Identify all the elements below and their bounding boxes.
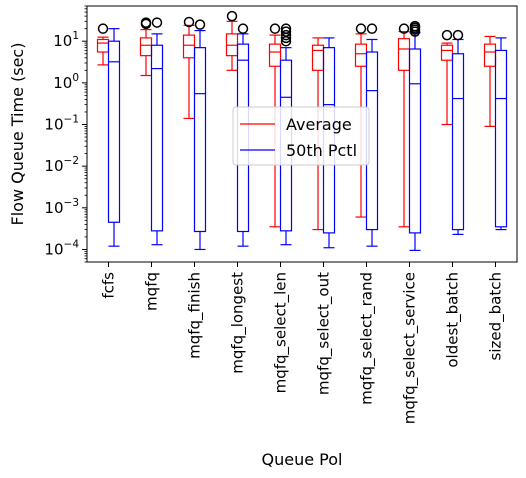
box-iqr [354, 43, 368, 67]
flier-point [355, 23, 367, 34]
box-iqr [494, 49, 508, 228]
box-average-oldest_batch [440, 29, 454, 126]
y-tick-label: 10−1 [44, 114, 79, 134]
flier-point [409, 20, 421, 32]
box-average-fcfs [96, 23, 110, 66]
box-50th-pctl-sized_batch [494, 37, 508, 231]
flier-point [366, 23, 378, 34]
x-tick-label: mqfq_select_len [272, 272, 291, 393]
x-tick-label: sized_batch [487, 272, 506, 360]
box-iqr [397, 38, 411, 71]
y-tick-label: 10−4 [44, 238, 79, 258]
legend-label-50th-pctl: 50th Pctl [286, 141, 357, 160]
box-iqr [408, 48, 422, 234]
box-iqr [193, 47, 207, 233]
flier-point [140, 17, 152, 28]
box-iqr [182, 34, 196, 59]
box-50th-pctl-fcfs [107, 28, 121, 247]
flier-point [183, 16, 195, 28]
y-tick-label: 101 [53, 30, 79, 50]
y-tick-label: 100 [53, 72, 79, 92]
x-tick-label: mqfq [143, 272, 161, 311]
box-iqr [268, 43, 282, 67]
x-tick-label: fcfs [100, 272, 118, 299]
x-tick-label: mqfq_select_service [401, 272, 420, 424]
plot-body [96, 10, 508, 251]
x-tick-label: mqfq_longest [229, 272, 248, 374]
box-iqr [451, 53, 465, 231]
x-axis-label: Queue Pol [262, 450, 343, 469]
flier-point [398, 23, 410, 34]
box-iqr [150, 44, 164, 232]
box-iqr [107, 40, 121, 223]
box-iqr [96, 38, 110, 53]
flier-point [441, 29, 453, 41]
y-tick-label: 10−3 [44, 197, 79, 217]
box-iqr [139, 37, 153, 57]
box-50th-pctl-mqfq_select_service [408, 20, 422, 251]
flier-point [97, 23, 109, 34]
flier-point [151, 17, 163, 28]
box-50th-pctl-oldest_batch [451, 29, 465, 235]
flier-point [280, 26, 292, 37]
y-tick-label: 10−2 [44, 155, 79, 175]
x-tick-label: mqfq_select_out [315, 272, 334, 395]
flier-point [194, 19, 206, 30]
flier-point [280, 23, 292, 34]
y-axis-label: Flow Queue Time (sec) [8, 43, 27, 226]
flier-point [452, 29, 464, 41]
box-average-mqfq_longest [225, 10, 239, 71]
flier-point [237, 23, 249, 34]
box-average-mqfq_finish [182, 16, 196, 120]
flier-point [269, 23, 281, 34]
x-axis: fcfs mqfq mqfq_finish mqfq_longest mqfq_sele… [100, 262, 506, 424]
box-50th-pctl-mqfq [150, 17, 164, 246]
box-iqr [483, 43, 497, 67]
x-tick-label: mqfq_select_rand [358, 272, 377, 405]
flier-point [226, 10, 238, 22]
box-iqr [440, 44, 454, 61]
box-average-mqfq_select_service [397, 23, 411, 228]
legend: Average 50th Pctl [232, 106, 370, 166]
box-iqr [311, 44, 325, 71]
box-average-mqfq [139, 17, 153, 77]
box-50th-pctl-mqfq_finish [193, 19, 207, 251]
legend-label-average: Average [286, 115, 352, 134]
flier-point [280, 29, 292, 41]
box-average-sized_batch [483, 35, 497, 128]
x-tick-label: mqfq_finish [186, 272, 205, 359]
x-tick-label: oldest_batch [444, 272, 463, 368]
y-axis: 10−4 10−3 10−2 10−1 100 101 [44, 5, 87, 263]
